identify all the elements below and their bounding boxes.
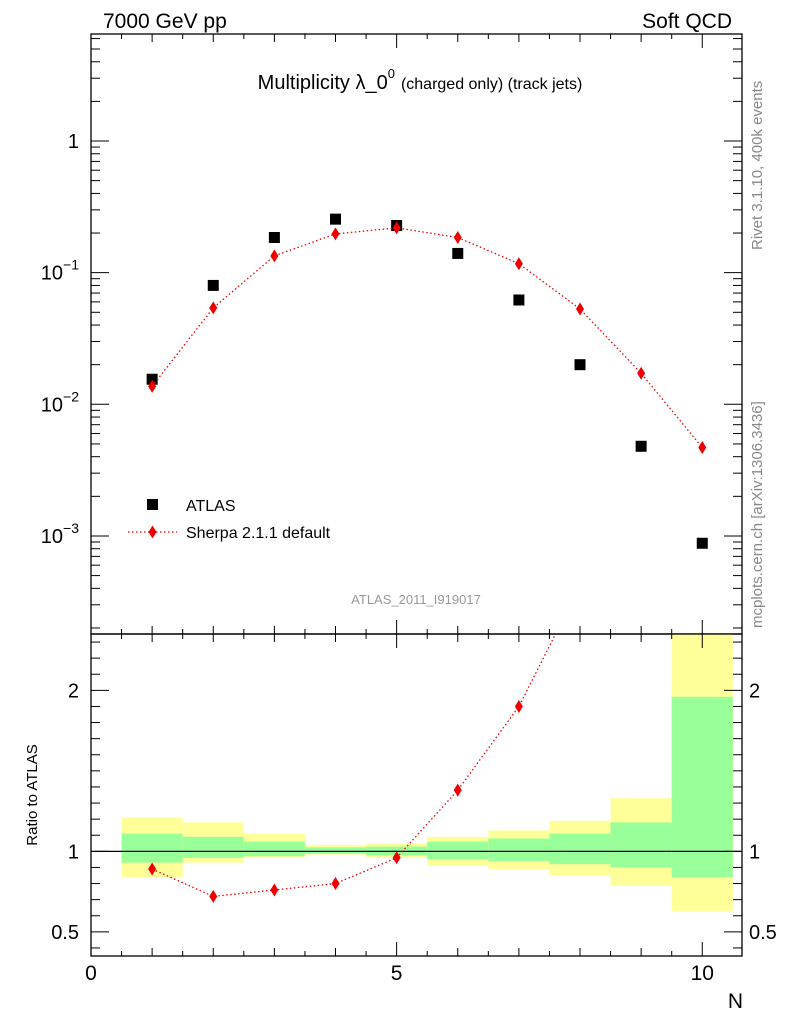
header-right: Soft QCD	[642, 10, 732, 33]
main-y-tick-label: 1	[68, 131, 79, 153]
ratio-band-inner	[488, 838, 550, 862]
ratio-sherpa-point	[270, 883, 279, 897]
header-left: 7000 GeV pp	[103, 10, 227, 33]
main-y-tick-label-base: 10	[41, 394, 63, 416]
legend-atlas-label: ATLAS	[186, 498, 236, 515]
ratio-sherpa-point	[331, 877, 340, 891]
main-y-tick-label: 10−3	[41, 520, 79, 548]
ratio-band-inner	[671, 696, 733, 878]
sherpa-data-point	[148, 379, 157, 393]
atlas-data-point	[207, 279, 219, 291]
sherpa-data-point	[514, 257, 523, 271]
atlas-data-point	[635, 440, 647, 452]
x-tick-label: 5	[391, 962, 403, 985]
ratio-band-inner	[243, 841, 305, 857]
ratio-y-tick-label-right: 1	[749, 841, 760, 863]
ratio-band-inner	[610, 822, 672, 868]
ratio-frame	[90, 633, 743, 957]
chart-title: Multiplicity λ_00 (charged only) (track j…	[258, 66, 583, 94]
ratio-sherpa-point	[453, 783, 462, 797]
ratio-sherpa-point	[392, 851, 401, 865]
main-y-tick-labels: 110−110−210−3	[41, 131, 79, 548]
ratio-band-inner	[182, 836, 244, 858]
sherpa-data-point	[392, 221, 401, 235]
sherpa-data-point	[331, 227, 340, 241]
ratio-y-tick-label-left: 2	[68, 680, 79, 702]
rivet-label: Rivet 3.1.10, 400k events	[749, 81, 766, 250]
chart-title-sup: 0	[388, 66, 395, 81]
main-y-tick-label-exp: −3	[63, 520, 79, 536]
x-axis-label: N	[728, 990, 743, 1013]
atlas-data-point	[146, 373, 158, 385]
legend-sherpa-marker	[148, 525, 157, 539]
main-y-tick-label-exp: −2	[63, 388, 79, 404]
ratio-sherpa-point	[148, 862, 157, 876]
main-y-tick-label: 10−1	[41, 257, 79, 285]
ratio-axis-ticks	[90, 634, 742, 956]
main-y-tick-label-exp: −1	[63, 257, 79, 273]
ratio-sherpa-point	[576, 579, 584, 592]
sherpa-data-point	[270, 249, 279, 263]
main-y-tick-label-base: 10	[41, 263, 63, 285]
ratio-y-tick-label-right: 0.5	[749, 922, 777, 944]
ratio-sherpa-point	[514, 699, 523, 713]
sherpa-data-point	[698, 440, 707, 454]
legend: ATLAS Sherpa 2.1.1 default	[128, 498, 331, 542]
legend-sherpa-label: Sherpa 2.1.1 default	[186, 525, 331, 542]
main-y-tick-label: 10−2	[41, 388, 79, 416]
mcplots-label: mcplots.cern.ch [arXiv:1306.3436]	[749, 401, 766, 628]
main-series-layer	[146, 213, 708, 549]
ratio-band-inner	[549, 833, 611, 865]
ratio-band-inner	[121, 833, 183, 863]
main-frame	[90, 33, 743, 635]
atlas-data-point	[330, 213, 342, 225]
main-axis-ticks	[90, 34, 742, 634]
ratio-sherpa-point	[209, 889, 218, 903]
chart-title-sub: (charged only) (track jets)	[401, 76, 582, 93]
ratio-sherpa-point	[698, 153, 706, 166]
analysis-watermark: ATLAS_2011_I919017	[351, 592, 481, 607]
ratio-series-layer	[148, 153, 706, 903]
sherpa-line	[151, 227, 703, 448]
sherpa-data-point	[209, 301, 218, 315]
ratio-y-tick-label-right: 2	[749, 680, 760, 702]
sherpa-data-point	[637, 366, 646, 380]
ratio-band-inner	[304, 847, 367, 854]
sherpa-data-point	[576, 302, 585, 316]
atlas-data-point	[696, 537, 708, 549]
ratio-sherpa-point	[637, 426, 645, 439]
ratio-y-axis-label: Ratio to ATLAS	[24, 744, 41, 845]
ratio-y-tick-label-left: 1	[68, 841, 79, 863]
ratio-y-tick-label-left: 0.5	[51, 922, 79, 944]
legend-atlas-marker	[147, 499, 158, 510]
ratio-uncertainty-bands	[121, 634, 733, 911]
atlas-data-point	[268, 231, 280, 243]
ratio-tick-labels: 0.5 0.5 1 1 2 2 0 5 10	[51, 680, 777, 985]
main-y-tick-label-base: 10	[41, 526, 63, 548]
chart-title-main: Multiplicity λ_0	[258, 72, 388, 94]
x-tick-label: 0	[85, 962, 97, 985]
sherpa-data-point	[453, 230, 462, 244]
atlas-data-point	[513, 294, 525, 306]
ratio-band-inner	[427, 841, 489, 860]
atlas-data-point	[452, 247, 464, 259]
x-tick-label: 10	[691, 962, 714, 985]
atlas-data-point	[574, 359, 586, 371]
